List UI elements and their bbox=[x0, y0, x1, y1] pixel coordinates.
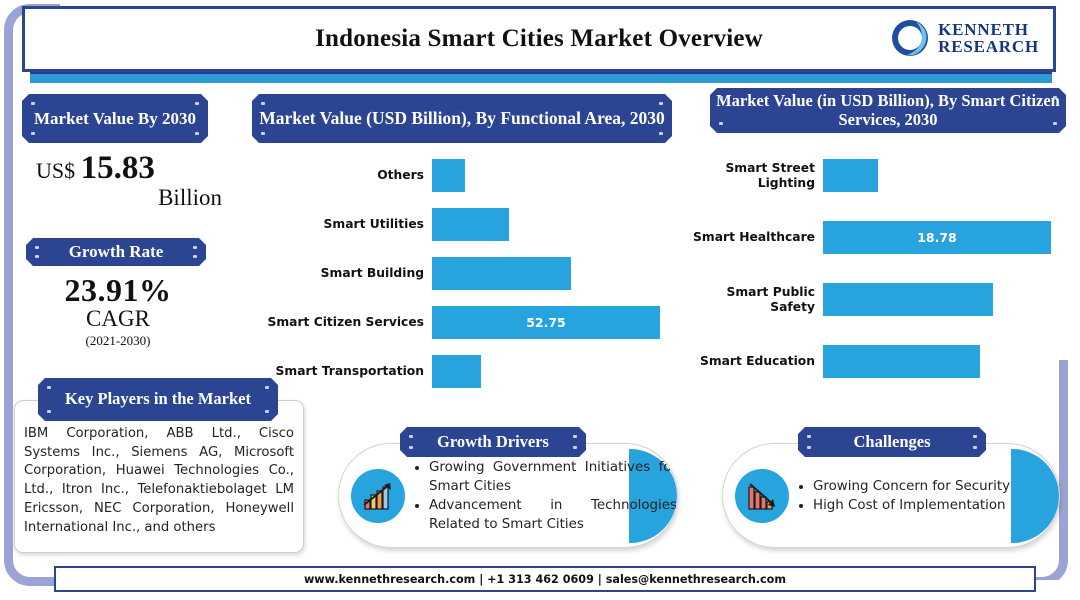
bar-row: Smart Utilities bbox=[252, 208, 672, 241]
bar-category-label: Smart Citizen Services bbox=[267, 315, 425, 330]
bar-category-label: Smart Utilities bbox=[323, 217, 424, 232]
growth-rate-label: CAGR bbox=[86, 306, 150, 331]
bar-category-label: Smart Street Lighting bbox=[725, 160, 815, 190]
market-value-heading-banner: Market Value By 2030 bbox=[22, 94, 208, 143]
bar: 18.78 bbox=[823, 221, 1051, 254]
list-item: Growing Concern for Security bbox=[813, 476, 1010, 495]
growth-rate-period: (2021-2030) bbox=[85, 333, 151, 348]
bar-value-label: 52.75 bbox=[526, 315, 566, 330]
market-value-line1: US$ 15.83 bbox=[22, 150, 232, 187]
bar bbox=[432, 208, 509, 241]
chart2-title-banner: Market Value (in USD Billion), By Smart … bbox=[710, 88, 1066, 133]
market-value-number: 15.83 bbox=[80, 150, 155, 186]
bar bbox=[432, 159, 465, 192]
footer-contact-text: www.kennethresearch.com | +1 313 462 060… bbox=[303, 572, 787, 586]
bar bbox=[432, 355, 481, 388]
key-players-text: IBM Corporation, ABB Ltd., Cisco Systems… bbox=[24, 426, 294, 535]
growth-drivers-heading-banner: Growth Drivers bbox=[400, 427, 586, 457]
bar-category-label: Smart Healthcare bbox=[693, 230, 815, 245]
brand-logo: KENNETH RESEARCH bbox=[889, 17, 1039, 59]
brand-name-line1: KENNETH bbox=[938, 19, 1029, 39]
page-title: Indonesia Smart Cities Market Overview bbox=[315, 25, 763, 52]
bar-value-label: 18.78 bbox=[917, 230, 957, 245]
footer-bar: www.kennethresearch.com | +1 313 462 060… bbox=[54, 566, 1036, 592]
key-players-card: IBM Corporation, ABB Ltd., Cisco Systems… bbox=[14, 400, 304, 553]
market-value-figure: US$ 15.83 Billion bbox=[22, 150, 232, 211]
challenges-heading: Challenges bbox=[853, 432, 931, 451]
growth-drivers-heading: Growth Drivers bbox=[437, 432, 549, 451]
key-players-heading: Key Players in the Market bbox=[64, 389, 252, 409]
list-item: High Cost of Implementation bbox=[813, 496, 1010, 515]
challenges-heading-banner: Challenges bbox=[798, 427, 986, 457]
chart-functional-area: Others Smart Utilities Smart Building Smart… bbox=[252, 152, 672, 395]
chart1-title: Market Value (USD Billion), By Functiona… bbox=[259, 108, 665, 129]
bar-row: Smart Education bbox=[680, 345, 1070, 378]
bar-category-label: Smart Transportation bbox=[275, 364, 424, 379]
challenges-list: Growing Concern for SecurityHigh Cost of… bbox=[797, 476, 1010, 514]
chart1-title-banner: Market Value (USD Billion), By Functiona… bbox=[252, 94, 672, 143]
bar-chart-up-arrow-icon bbox=[351, 468, 405, 523]
bar bbox=[823, 283, 993, 316]
bar-row: Smart Healthcare 18.78 bbox=[680, 221, 1070, 254]
title-underline-blue bbox=[30, 74, 1052, 83]
bar-row: Smart Public Safety bbox=[680, 283, 1070, 316]
list-item: Growing Government Initiatives for Smart… bbox=[429, 457, 677, 495]
brand-name: KENNETH RESEARCH bbox=[938, 19, 1039, 56]
growth-drivers-card: Growing Government Initiatives for Smart… bbox=[338, 443, 678, 548]
growth-rate-heading-banner: Growth Rate bbox=[26, 238, 206, 266]
growth-rate-value: 23.91% bbox=[64, 272, 172, 308]
bar-category-label: Others bbox=[377, 168, 424, 183]
chart-smart-citizen-services: Smart Street Lighting Smart Healthcare 18.… bbox=[680, 150, 1070, 395]
bar-row: Smart Transportation bbox=[252, 355, 672, 388]
bar: 52.75 bbox=[432, 306, 660, 339]
growth-drivers-list: Growing Government Initiatives for Smart… bbox=[413, 457, 677, 533]
key-players-heading-banner: Key Players in the Market bbox=[38, 378, 278, 421]
growth-rate-heading: Growth Rate bbox=[68, 242, 164, 261]
title-bar: Indonesia Smart Cities Market Overview K… bbox=[22, 6, 1056, 72]
market-value-heading: Market Value By 2030 bbox=[34, 108, 196, 128]
bar-chart-down-arrow-icon bbox=[735, 468, 789, 523]
circle-swirl-logo-icon bbox=[889, 17, 931, 59]
chart2-title: Market Value (in USD Billion), By Smart … bbox=[716, 91, 1060, 129]
market-value-prefix: US$ bbox=[36, 158, 76, 183]
bar-row: Smart Building bbox=[252, 257, 672, 290]
list-item: Advancement in Technologies Related to S… bbox=[429, 496, 677, 534]
growth-rate-figure: 23.91% CAGR (2021-2030) bbox=[20, 272, 216, 349]
bar-category-label: Smart Public Safety bbox=[726, 284, 815, 314]
bar-category-label: Smart Education bbox=[699, 354, 815, 369]
bar-row: Smart Citizen Services 52.75 bbox=[252, 306, 672, 339]
market-value-unit: Billion bbox=[158, 185, 222, 210]
bar bbox=[823, 159, 878, 192]
bar bbox=[432, 257, 571, 290]
brand-name-line2: RESEARCH bbox=[938, 37, 1039, 56]
bar bbox=[823, 345, 980, 378]
challenges-card: Growing Concern for SecurityHigh Cost of… bbox=[722, 443, 1060, 548]
bar-row: Smart Street Lighting bbox=[680, 159, 1070, 192]
bar-row: Others bbox=[252, 159, 672, 192]
bar-category-label: Smart Building bbox=[320, 266, 424, 281]
